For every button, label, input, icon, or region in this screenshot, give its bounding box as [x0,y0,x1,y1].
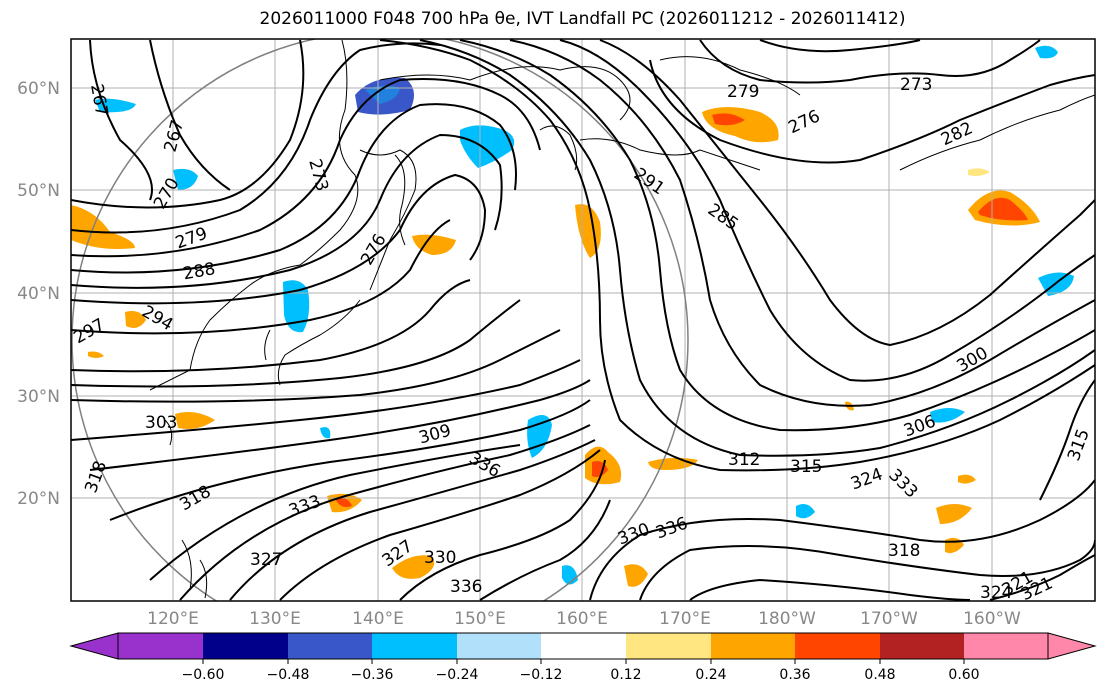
contour-label: 324 [980,583,1012,603]
colorbar-segment [880,633,964,659]
longitude-labels: 120°E 130°E 140°E 150°E 160°E 170°E 180°… [147,609,1021,629]
colorbar-tick-label: 0.12 [610,667,641,683]
colorbar-segment [541,633,626,659]
lon-label-170e: 170°E [659,609,711,629]
anomaly-blob [624,564,648,587]
anomaly-blob [796,504,815,519]
theta-e-contours [71,39,1095,601]
colorbar-tick-label: −0.24 [436,667,479,683]
colorbar-tick-label: −0.12 [520,667,563,683]
lon-label-140e: 140°E [352,609,404,629]
contour-label: 273 [900,75,932,95]
anomaly-blob [936,504,972,524]
colorbar-segment [203,633,288,659]
anomaly-blob [978,197,1028,221]
map-title: 2026011000 F048 700 hPa θe, IVT Landfall… [259,9,906,29]
lat-lon-grid [71,39,1095,601]
anomaly-blob [365,85,400,104]
anomaly-blob [712,113,745,126]
lat-label-60n: 60°N [17,79,60,99]
colorbar-tick-label: 0.60 [948,667,979,683]
lon-label-180w: 180°W [758,609,816,629]
colorbar-segment [457,633,541,659]
anomaly-blob [460,125,515,168]
colorbar-tick-label: −0.48 [267,667,310,683]
contour-label: 312 [728,450,760,470]
lon-label-160w: 160°W [963,609,1021,629]
colorbar-segment [795,633,880,659]
colorbar-segment [964,633,1048,659]
colorbar-segment [288,633,372,659]
colorbar-tick-label: 0.48 [864,667,895,683]
colorbar-segment [372,633,457,659]
anomaly-blob [173,168,198,190]
colorbar-high-extend [1047,632,1097,660]
anomaly-blob [125,311,146,328]
anomaly-blob [958,474,976,484]
lat-label-50n: 50°N [17,181,60,201]
lon-label-160e: 160°E [556,609,608,629]
anomaly-blob [175,412,215,429]
colorbar-low-extend [69,632,119,660]
colorbar-tick-label: 0.36 [779,667,810,683]
anomaly-blob [355,77,414,115]
anomaly-blob [1035,45,1058,59]
anomaly-blob [392,555,435,579]
contour-label: 336 [450,577,482,597]
coastlines [149,39,1095,599]
contour-label: 303 [145,413,177,433]
anomaly-blob [968,168,990,176]
colorbar: −0.60 −0.48 −0.36 −0.24 −0.12 0.12 0.24 … [69,632,1097,683]
contour-label: 327 [250,550,282,570]
contour-label: 318 [888,541,920,561]
lat-label-20n: 20°N [17,489,60,509]
anomaly-blob [71,205,135,249]
contour-label: 279 [727,82,759,102]
lon-label-150e: 150°E [454,609,506,629]
colorbar-tick-label: 0.24 [695,667,726,683]
lon-label-130e: 130°E [249,609,301,629]
anomaly-blob [320,427,331,439]
colorbar-segment [118,633,203,659]
colorbar-tick-label: −0.36 [351,667,394,683]
anomaly-blob [930,408,965,423]
contour-label: 315 [790,457,822,477]
map-panel: 267 267 270 279 288 297 294 273 276 291 … [71,39,1095,603]
reference-circle [71,39,689,601]
colorbar-segment [626,633,711,659]
anomaly-blob [575,204,601,258]
map-frame [70,38,1096,602]
lat-label-30n: 30°N [17,387,60,407]
anomaly-blob [88,351,104,358]
lon-label-170w: 170°W [860,609,918,629]
colorbar-segment [711,633,795,659]
anomaly-blob [412,234,456,255]
anomaly-blob [335,497,352,507]
lat-label-40n: 40°N [17,284,60,304]
colorbar-tick-label: −0.60 [182,667,225,683]
latitude-labels: 60°N 50°N 40°N 30°N 20°N [17,79,60,509]
contour-label: 330 [424,548,456,568]
lon-label-120e: 120°E [147,609,199,629]
